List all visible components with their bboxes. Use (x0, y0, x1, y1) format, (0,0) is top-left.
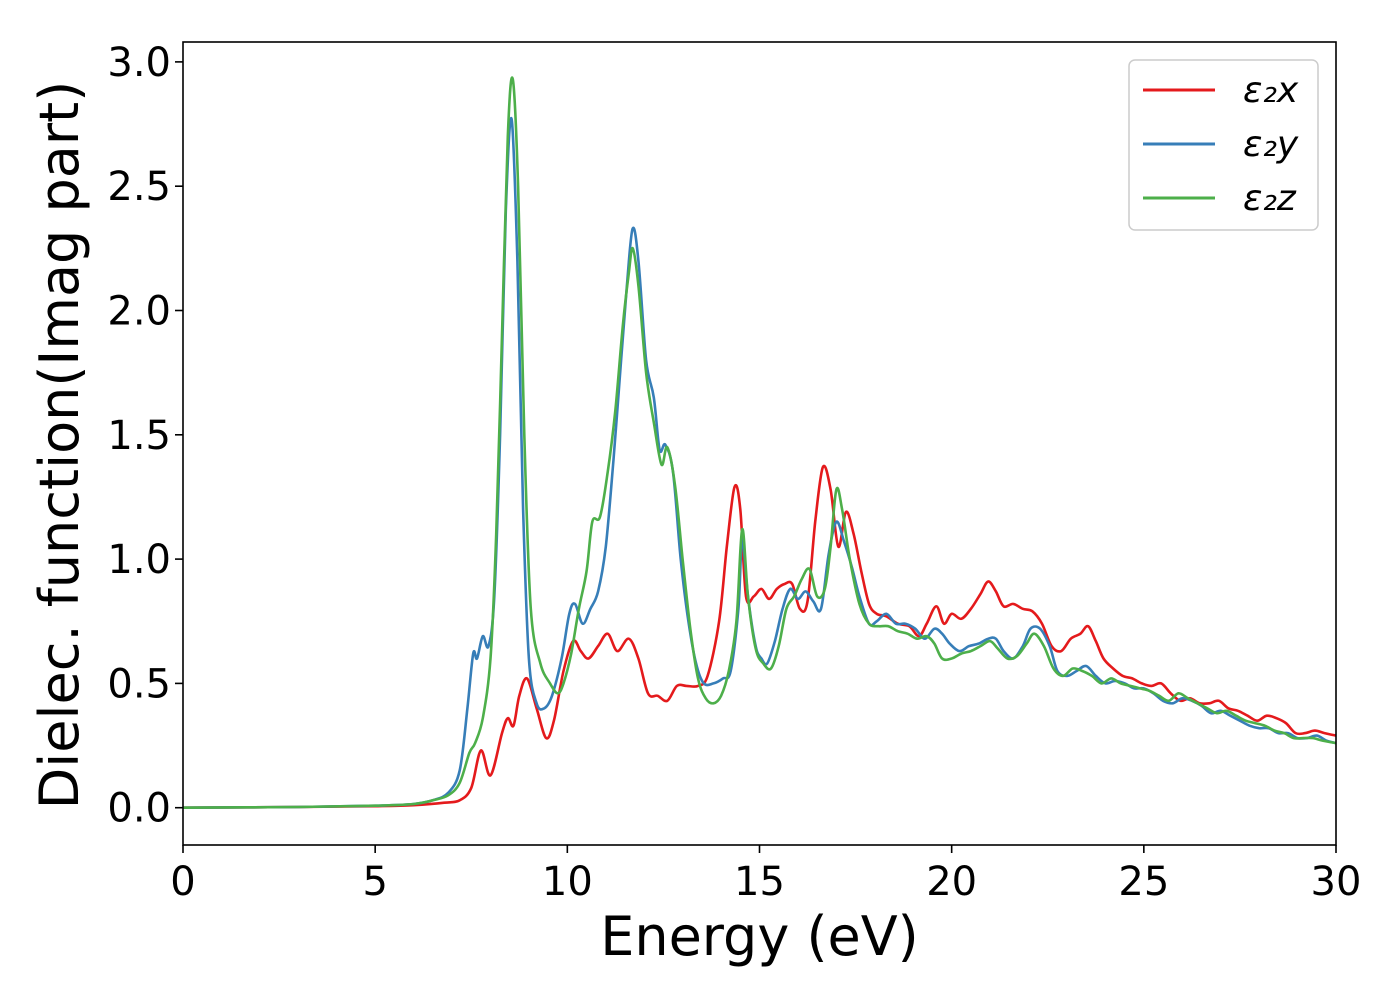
legend: ε₂x ε₂y ε₂z (1128, 59, 1319, 231)
y-tick-label: 3.0 (107, 40, 171, 86)
x-tick-label: 20 (926, 859, 977, 905)
legend-frame (1128, 59, 1319, 231)
x-tick-label: 30 (1311, 859, 1362, 905)
x-axis-title: Energy (eV) (600, 905, 919, 968)
x-tick-label: 10 (542, 859, 593, 905)
y-tick-label: 2.0 (107, 288, 171, 334)
series-line-3 (183, 76, 1336, 809)
y-tick-label: 1.5 (107, 413, 171, 459)
legend-label-2: ε₂y (1243, 124, 1299, 165)
x-tick-label: 15 (734, 859, 785, 905)
series-line-1 (183, 464, 1336, 809)
y-tick-label: 2.5 (107, 164, 171, 210)
x-axis: 0 5 10 15 20 25 30 (170, 845, 1361, 905)
y-axis-title: Dielec. function(Imag part) (28, 81, 91, 810)
legend-label-1: ε₂x (1243, 70, 1299, 111)
y-tick-label: 0.5 (107, 661, 171, 707)
legend-label-3: ε₂z (1243, 178, 1297, 219)
x-tick-label: 5 (362, 859, 387, 905)
y-tick-label: 0.0 (107, 786, 171, 832)
y-tick-label: 1.0 (107, 537, 171, 583)
y-axis: 0.0 0.5 1.0 1.5 2.0 2.5 3.0 (107, 40, 183, 832)
x-tick-label: 25 (1118, 859, 1169, 905)
x-tick-label: 0 (170, 859, 195, 905)
series-layer (183, 76, 1336, 809)
